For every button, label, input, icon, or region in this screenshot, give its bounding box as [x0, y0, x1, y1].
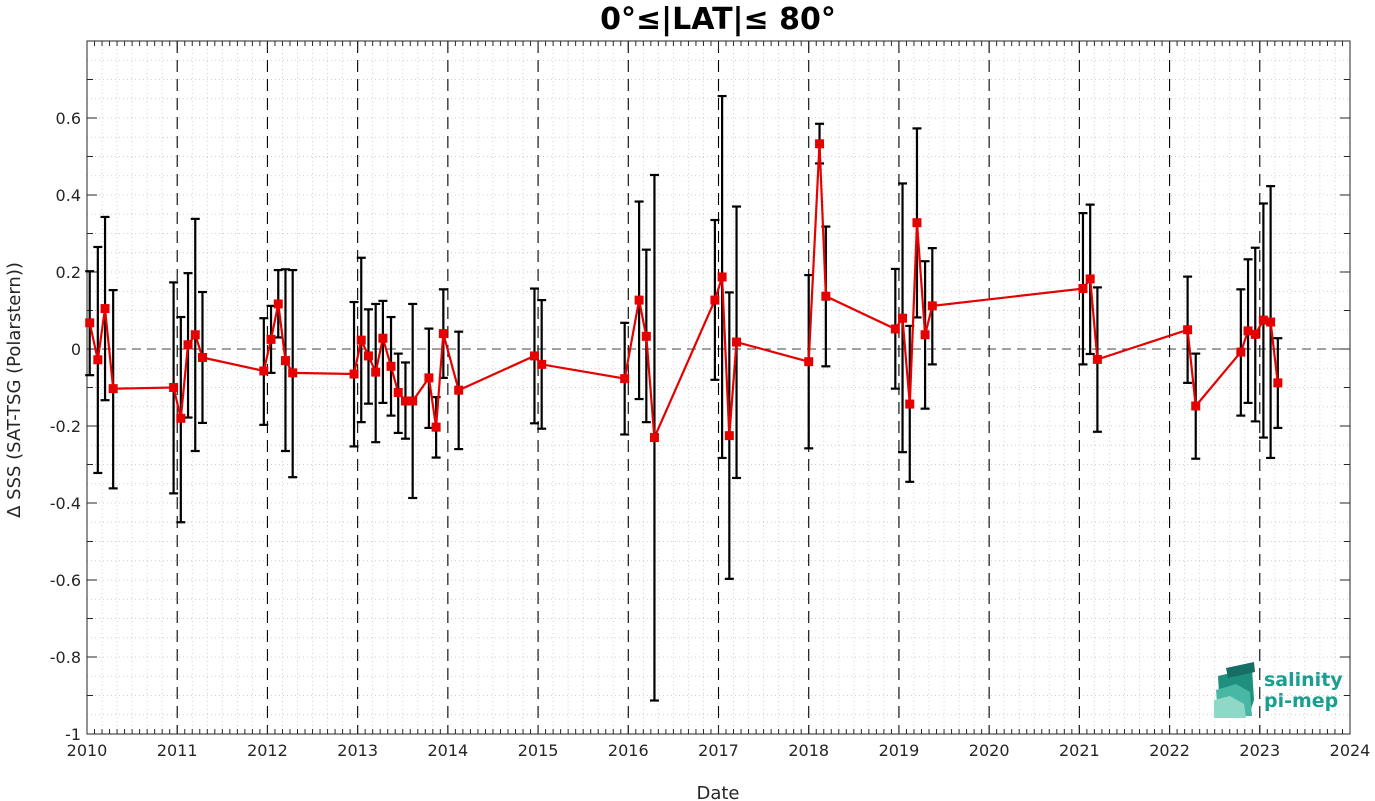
data-point — [363, 351, 373, 361]
data-point — [176, 413, 186, 423]
data-point — [349, 369, 359, 379]
axis-ticks — [86, 40, 1351, 735]
x-tick-label: 2015 — [518, 741, 559, 760]
x-tick-labels: 2010 2011 2012 2013 2014 2015 2016 2017 2018 2019… — [67, 741, 1371, 760]
data-point — [100, 304, 110, 314]
data-point — [821, 291, 831, 301]
data-point — [529, 351, 539, 361]
x-tick-label: 2021 — [1059, 741, 1100, 760]
x-tick-label: 2019 — [879, 741, 920, 760]
logo-text-salinity: salinity — [1264, 669, 1343, 691]
y-tick-label: -0.6 — [50, 571, 81, 590]
data-point — [634, 295, 644, 305]
data-point — [732, 337, 742, 347]
data-point — [649, 433, 659, 443]
data-point — [1078, 284, 1088, 294]
data-point — [710, 295, 720, 305]
data-point — [386, 361, 396, 371]
x-tick-label: 2023 — [1239, 741, 1280, 760]
x-tick-label: 2010 — [67, 741, 108, 760]
data-point — [1085, 274, 1095, 284]
logo-text-pi-mep: pi-mep — [1264, 690, 1338, 712]
y-tick-labels: -1 -0.8 -0.6 -0.4 -0.2 0 0.2 0.4 0.6 — [50, 109, 81, 744]
data-point — [424, 373, 434, 383]
data-point — [1273, 378, 1283, 388]
salinity-pi-mep-logo: salinity pi-mep — [1214, 662, 1343, 718]
x-tick-label: 2011 — [157, 741, 198, 760]
x-tick-label: 2017 — [698, 741, 739, 760]
data-point — [169, 383, 179, 392]
y-tick-label: 0.4 — [56, 186, 81, 205]
y-tick-label: 0 — [71, 340, 81, 359]
y-tick-label: 0.2 — [56, 263, 81, 282]
data-point — [905, 399, 915, 409]
data-point — [920, 330, 930, 340]
x-tick-label: 2014 — [427, 741, 468, 760]
data-point — [912, 218, 922, 228]
data-point — [190, 330, 200, 340]
data-point — [454, 385, 464, 395]
data-point — [356, 335, 366, 345]
data-point — [927, 301, 937, 311]
y-tick-label: 0.6 — [56, 109, 81, 128]
x-axis-label: Date — [696, 783, 739, 801]
y-tick-label: -0.4 — [50, 494, 81, 513]
data-point — [85, 318, 95, 328]
data-point — [717, 272, 727, 282]
x-tick-label: 2022 — [1149, 741, 1190, 760]
data-point — [1191, 401, 1201, 411]
data-point — [537, 359, 547, 369]
data-point — [108, 384, 118, 394]
chart-title: 0°≤|LAT|≤ 80° — [600, 2, 836, 37]
data-point — [641, 331, 651, 341]
data-point — [1236, 347, 1246, 357]
data-point — [1092, 354, 1102, 364]
data-point — [378, 333, 388, 343]
data-point — [288, 368, 298, 378]
data-point — [280, 356, 290, 366]
error-bars — [85, 94, 1283, 702]
minor-grid — [87, 40, 1350, 735]
y-tick-label: -0.8 — [50, 648, 81, 667]
y-tick-label: -1 — [65, 725, 81, 744]
data-point — [1183, 325, 1193, 335]
x-tick-label: 2012 — [247, 741, 288, 760]
x-tick-label: 2020 — [969, 741, 1010, 760]
x-tick-label: 2013 — [337, 741, 378, 760]
y-axis-label: Δ SSS (SAT-TSG (Polarstern)) — [4, 262, 25, 518]
data-point — [197, 352, 207, 362]
data-point — [393, 388, 403, 398]
data-point — [890, 324, 900, 334]
x-tick-label: 2016 — [608, 741, 649, 760]
data-point — [1250, 329, 1260, 339]
data-point — [408, 396, 418, 406]
data-point — [1266, 317, 1276, 327]
data-point — [431, 422, 441, 432]
data-point — [898, 313, 908, 323]
data-point — [273, 299, 283, 309]
error-bar — [378, 299, 388, 404]
data-point — [371, 367, 381, 377]
data-point — [804, 357, 814, 367]
data-point — [815, 139, 825, 149]
data-point — [93, 355, 103, 365]
data-point — [183, 340, 193, 350]
data-point — [620, 374, 630, 384]
data-point — [724, 431, 734, 441]
data-point — [266, 334, 276, 344]
data-point — [259, 366, 269, 376]
wave-logo-icon — [1214, 662, 1255, 718]
data-point — [438, 329, 448, 339]
x-tick-label: 2024 — [1330, 741, 1371, 760]
series-markers — [85, 139, 1283, 443]
x-tick-label: 2018 — [788, 741, 829, 760]
y-tick-label: -0.2 — [50, 417, 81, 436]
